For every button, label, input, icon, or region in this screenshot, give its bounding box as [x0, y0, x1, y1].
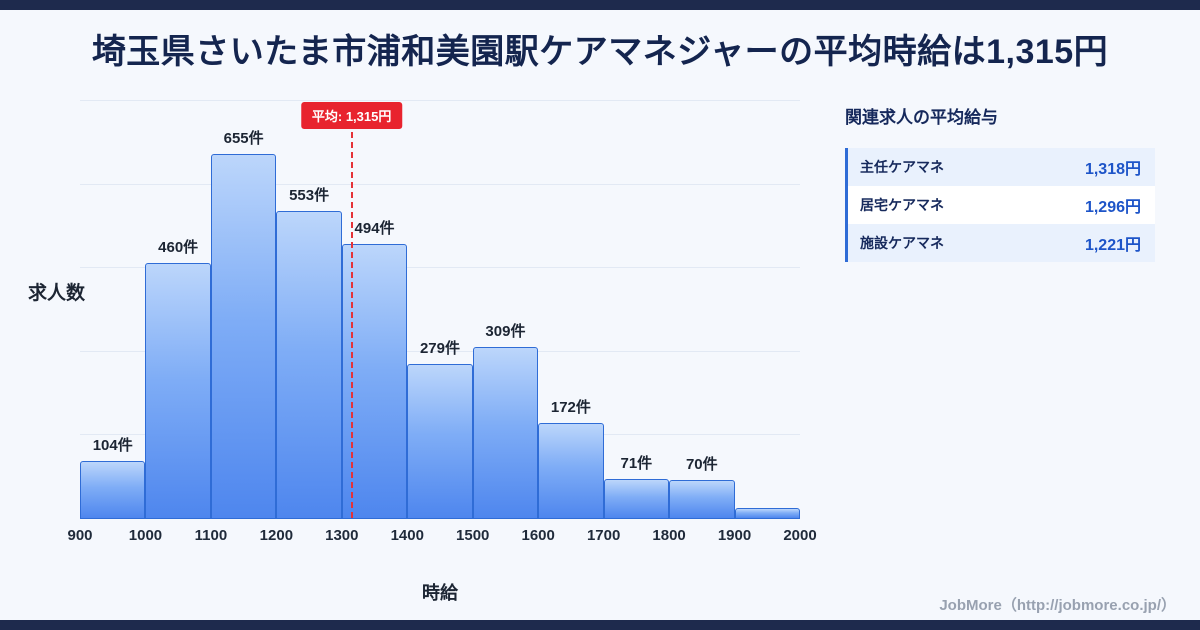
histogram-bin: 70件 [669, 100, 735, 519]
x-tick-label: 1200 [259, 527, 294, 544]
histogram-bar [210, 153, 277, 519]
histogram-bar [276, 210, 342, 519]
bar-value-label: 655件 [223, 129, 264, 147]
average-line [350, 112, 353, 518]
histogram-bin [734, 100, 800, 519]
histogram-bar [472, 346, 539, 519]
x-axis-label: 時給 [422, 583, 458, 603]
histogram-bin: 71件 [603, 100, 670, 519]
x-tick-label: 1800 [652, 527, 686, 544]
x-tick-label: 900 [67, 527, 93, 544]
bar-value-label: 104件 [92, 437, 133, 455]
gridline [80, 350, 800, 352]
plot-area: 平均: 1,315円 104件 460件 655件 553件 494件 279件 309件 1… [80, 100, 800, 519]
bar-value-label: 309件 [485, 322, 526, 340]
bottom-accent-bar [0, 620, 1200, 630]
histogram-bar [603, 479, 670, 519]
x-tick-label: 2000 [783, 527, 817, 544]
x-tick-label: 1300 [325, 527, 359, 544]
x-tick-label: 1400 [390, 527, 424, 544]
related-job-row: 居宅ケアマネ 1,296円 [848, 186, 1155, 224]
bar-value-label: 172件 [550, 399, 591, 417]
x-tick-label: 1900 [717, 527, 752, 544]
histogram-bin: 172件 [538, 100, 604, 519]
y-axis-label: 求人数 [28, 283, 86, 304]
related-jobs-title: 関連求人の平均給与 [845, 108, 998, 127]
wage-histogram: 平均: 1,315円 104件 460件 655件 553件 494件 279件 309件 1… [67, 100, 817, 605]
histogram-bin: 279件 [407, 100, 473, 519]
related-job-value: 1,296円 [1084, 199, 1141, 216]
related-job-label: 施設ケアマネ [860, 235, 944, 251]
gridline [80, 267, 800, 269]
gridline [80, 183, 800, 185]
bar-value-label: 279件 [419, 339, 460, 357]
histogram-bar [669, 480, 735, 519]
histogram-bin: 104件 [80, 100, 146, 519]
related-job-label: 居宅ケアマネ [860, 197, 944, 213]
x-tick-label: 1600 [521, 527, 555, 544]
related-job-value: 1,221円 [1084, 237, 1141, 254]
bar-value-label: 460件 [158, 238, 199, 256]
histogram-bar [538, 423, 604, 519]
histogram-bar [80, 461, 146, 519]
bar-value-label: 494件 [354, 219, 395, 237]
related-job-label: 主任ケアマネ [860, 159, 944, 175]
histogram-bin: 460件 [145, 100, 211, 519]
histogram-bar [407, 363, 473, 519]
histogram-bar [341, 243, 408, 519]
x-tick-label: 1100 [194, 527, 228, 544]
bar-value-label: 553件 [289, 186, 330, 204]
histogram-bar [734, 507, 800, 519]
average-badge: 平均: 1,315円 [300, 102, 403, 129]
related-jobs-panel: 関連求人の平均給与 主任ケアマネ 1,318円 居宅ケアマネ 1,296円 施設… [845, 103, 1155, 262]
histogram-bin: 494件 [341, 100, 408, 519]
histogram-bin: 553件 [276, 100, 342, 519]
related-job-value: 1,318円 [1084, 161, 1141, 178]
related-job-row: 主任ケアマネ 1,318円 [848, 148, 1155, 186]
bar-value-label: 70件 [685, 456, 718, 473]
related-jobs-table: 主任ケアマネ 1,318円 居宅ケアマネ 1,296円 施設ケアマネ 1,221… [845, 148, 1155, 262]
related-job-row: 施設ケアマネ 1,221円 [848, 224, 1155, 262]
footer-credit: JobMore（http://jobmore.co.jp/） [939, 597, 1176, 614]
x-tick-label: 1700 [586, 527, 621, 544]
bar-value-label: 71件 [620, 455, 653, 473]
x-tick-label: 1000 [128, 527, 163, 544]
histogram-bin: 309件 [472, 100, 539, 519]
histogram-bin: 655件 [210, 100, 277, 519]
x-tick-label: 1500 [456, 527, 490, 544]
top-accent-bar [0, 0, 1200, 10]
x-axis-ticks: 900 1000 1100 1200 1300 1400 1500 1600 1700 1800 1… [67, 527, 816, 549]
page-title: 埼玉県さいたま市浦和美園駅ケアマネジャーの平均時給は1,315円 [91, 33, 1109, 71]
histogram-bar [145, 262, 211, 519]
gridline [80, 100, 800, 101]
